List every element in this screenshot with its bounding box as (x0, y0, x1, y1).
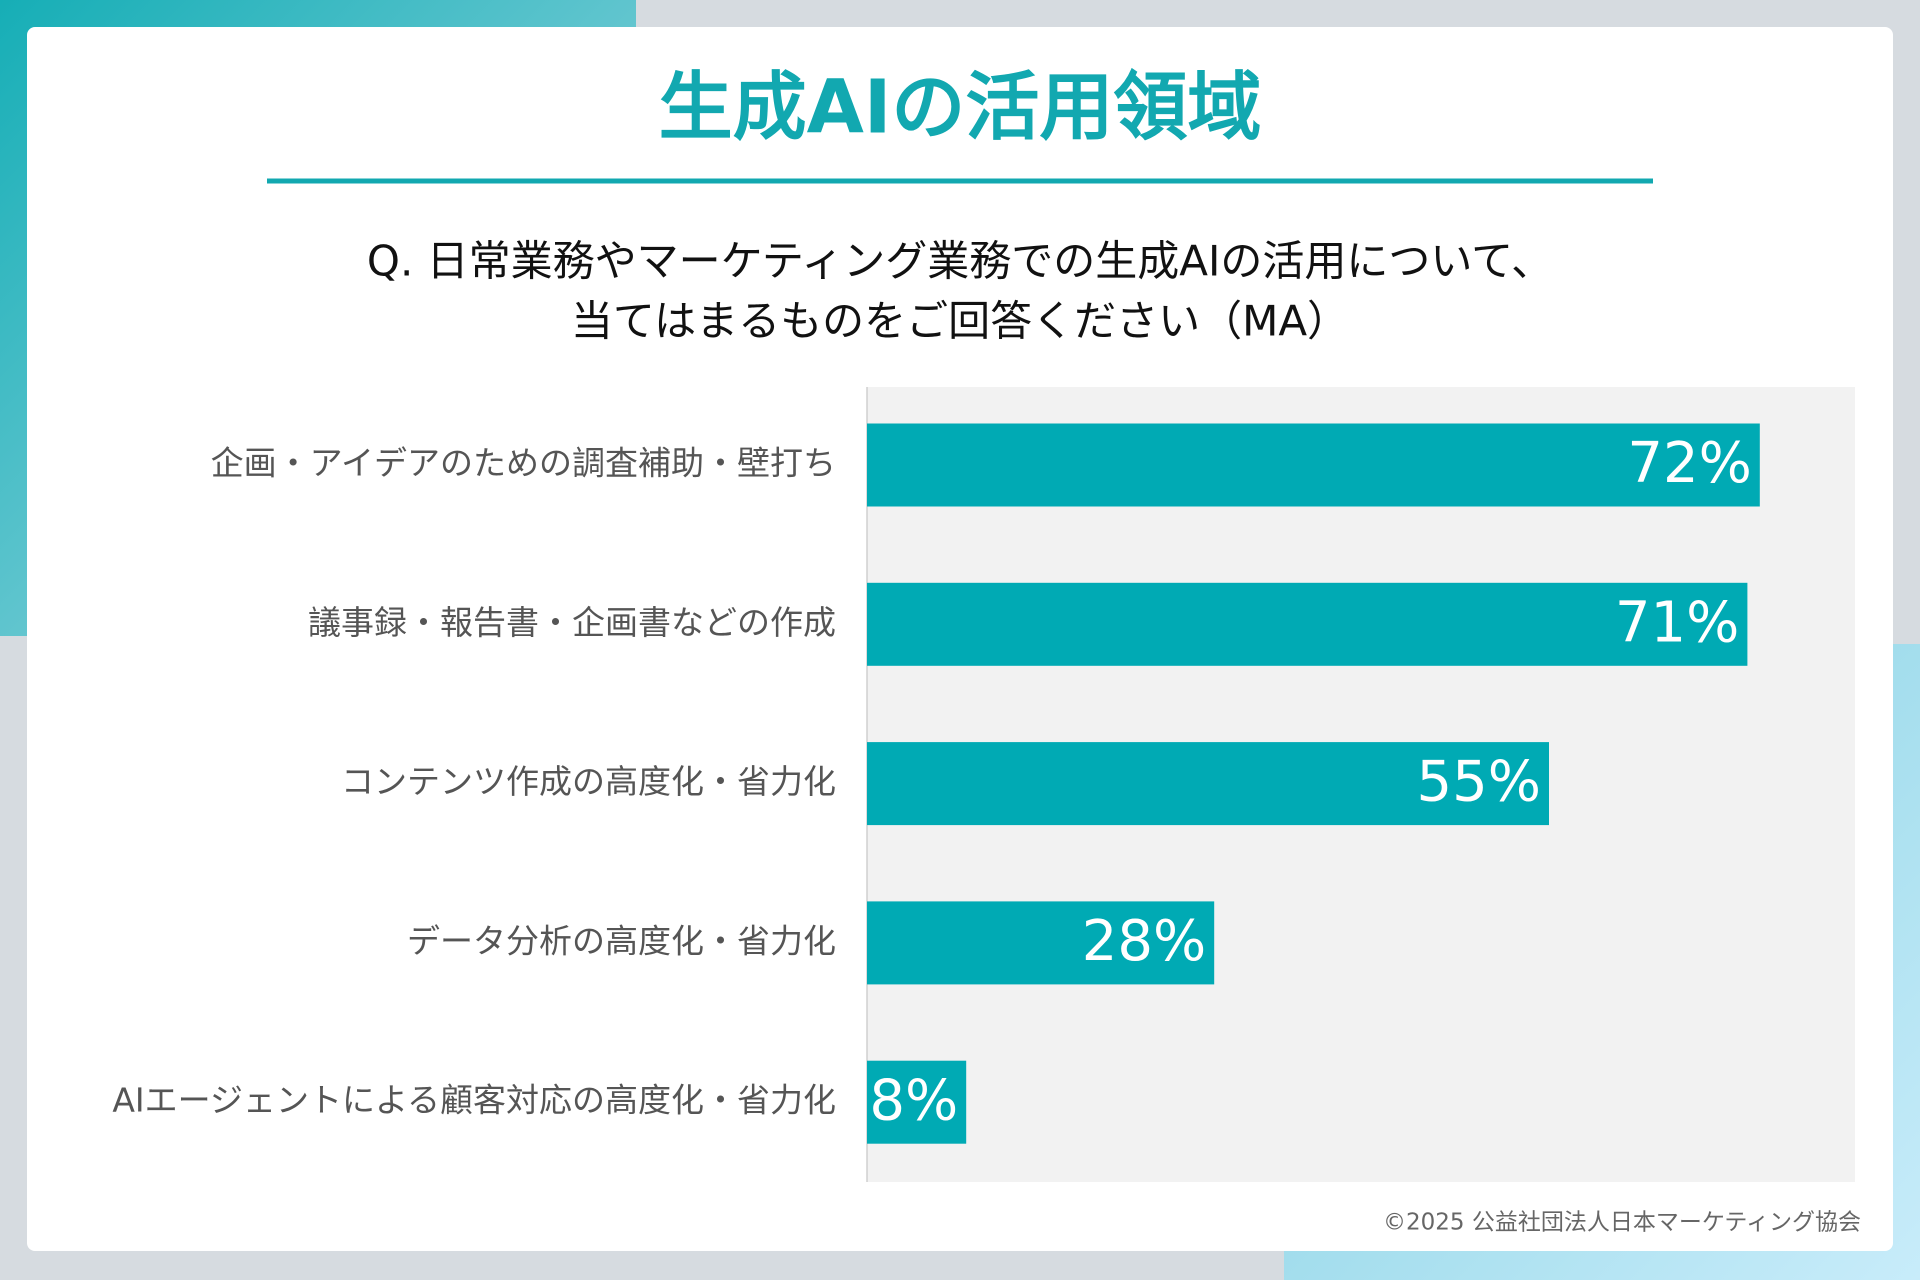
value-label: 55% (1417, 750, 1541, 815)
bar (867, 582, 1748, 666)
chart-title: 生成AIの活用領域 (659, 65, 1262, 151)
bar (867, 423, 1760, 507)
subtitle: Q. 日常業務やマーケティング業務での生成AIの活用について、 (367, 237, 1553, 286)
subtitle: 当てはまるものをご回答ください（MA） (571, 297, 1349, 346)
value-label: 72% (1627, 431, 1751, 496)
value-label: 28% (1082, 909, 1206, 974)
category-label: 企画・アイデアのための調査補助・壁打ち (211, 444, 836, 483)
category-label: AIエージェントによる顧客対応の高度化・省力化 (112, 1081, 836, 1120)
value-label: 71% (1615, 590, 1739, 655)
bar (867, 742, 1549, 826)
bar (867, 1060, 967, 1144)
category-label: データ分析の高度化・省力化 (407, 921, 836, 960)
footer: ©2025 公益社団法人日本マーケティング協会 (1383, 1210, 1861, 1236)
category-label: 議事録・報告書・企画書などの作成 (308, 603, 836, 642)
bar (867, 901, 1215, 985)
category-label: コンテンツ作成の高度化・省力化 (341, 762, 836, 801)
value-label: 8% (869, 1068, 958, 1133)
